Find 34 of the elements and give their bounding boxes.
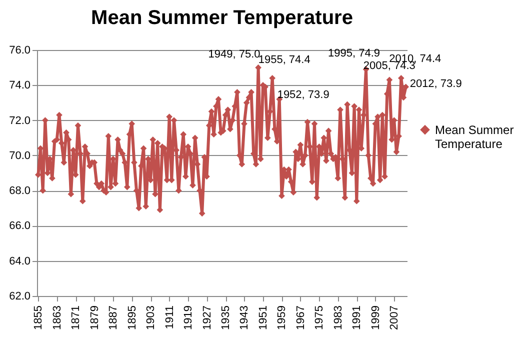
x-tick-label: 1983 [332, 306, 344, 330]
x-tick-label: 1863 [51, 306, 64, 330]
x-tick-label: 1935 [220, 306, 232, 330]
x-tick-label: 1975 [314, 306, 326, 330]
x-tick-label: 1871 [70, 306, 82, 330]
legend-label: Mean Summer Temperature [435, 122, 514, 151]
y-tick-label: 72.0 [9, 114, 30, 127]
y-tick-label: 62.0 [9, 290, 30, 302]
x-tick-label: 1855 [32, 306, 45, 330]
x-tick-label: 1879 [88, 306, 101, 330]
annotation: 1949, 75.0 [208, 48, 260, 61]
x-tick-label: 2007 [388, 306, 401, 330]
y-tick-label: 70.0 [9, 150, 30, 162]
y-tick-label: 66.0 [9, 220, 30, 232]
x-tick-label: 1887 [108, 306, 120, 330]
x-tick-label: 1895 [126, 306, 138, 330]
x-tick-label: 1999 [370, 306, 382, 330]
annotation: 1995, 74.9 [328, 47, 380, 60]
x-tick-label: 1991 [351, 306, 364, 330]
y-tick-label: 76.0 [9, 44, 30, 56]
x-tick-label: 1903 [145, 306, 158, 330]
annotation: 1952, 73.9 [277, 88, 330, 101]
x-tick-label: 1927 [201, 306, 214, 330]
annotation: 2012, 73.9 [410, 78, 462, 90]
x-tick-label: 1959 [276, 306, 288, 330]
chart-title: Mean Summer Temperature [91, 7, 353, 29]
y-tick-label: 74.0 [9, 80, 30, 92]
y-tick-label: 64.0 [9, 255, 30, 268]
x-tick-label: 1943 [238, 306, 251, 330]
x-tick-label: 1951 [257, 306, 270, 330]
x-tick-label: 1911 [164, 306, 176, 330]
y-tick-label: 68.0 [9, 185, 30, 198]
x-tick-label: 1967 [294, 306, 307, 330]
x-tick-label: 1919 [182, 306, 195, 330]
